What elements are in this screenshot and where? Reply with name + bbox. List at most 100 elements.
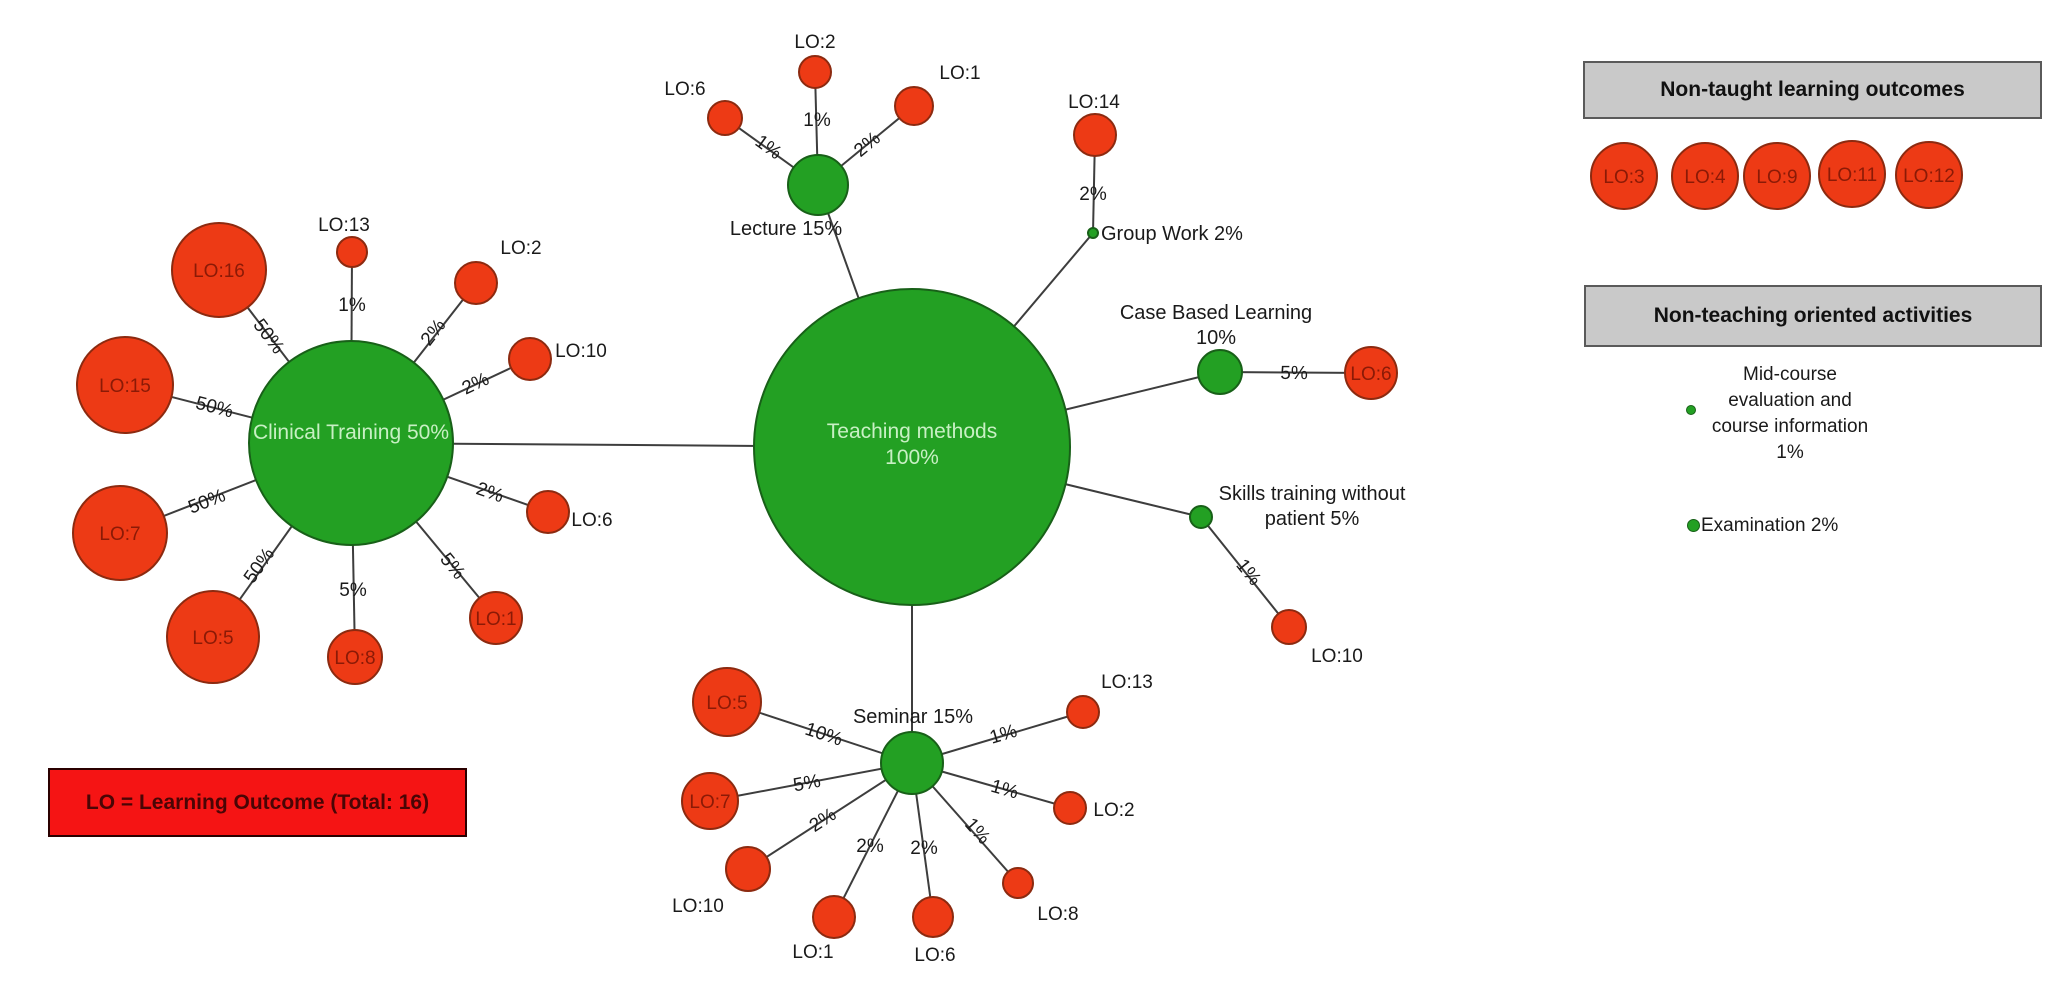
midcourse-evaluation-dot (1686, 405, 1696, 415)
node-lo1_ct (469, 591, 523, 645)
node-lo4_p (1671, 142, 1739, 210)
node-label-lo3_p: LO:3 (1603, 167, 1644, 188)
node-title-skills-1: patient 5% (1265, 508, 1360, 530)
node-lo16_ct (171, 222, 267, 318)
legend-box: LO = Learning Outcome (Total: 16) (48, 768, 467, 837)
node-label-lo7_sem: LO:7 (689, 792, 730, 813)
node-lo13_ct (336, 236, 368, 268)
edge-seminar-lo7_sem (709, 762, 913, 802)
edge-label-lecture-lo6_lec: 1% (751, 131, 786, 164)
node-label-lo1_sem: LO:1 (792, 942, 833, 963)
edge-label-seminar-lo8_sem: 1% (960, 814, 994, 849)
node-title-clinical-0: Clinical Training 50% (253, 421, 449, 444)
node-label-lo15_ct: LO:15 (99, 376, 151, 397)
node-title-groupwork-0: Group Work 2% (1101, 223, 1243, 245)
edge-seminar-lo10_sem (747, 762, 913, 870)
node-label-lo12_p: LO:12 (1903, 166, 1955, 187)
edge-label-groupwork-lo14_gw: 2% (1079, 184, 1107, 205)
node-skills (1189, 505, 1213, 529)
node-lo6_lec (707, 100, 743, 136)
node-label-lo8_sem: LO:8 (1037, 904, 1078, 925)
node-lo5_sem (692, 667, 762, 737)
node-lo3_p (1590, 142, 1658, 210)
node-lo7_sem (681, 772, 739, 830)
non-teaching-activities-header: Non-teaching oriented activities (1584, 285, 2042, 347)
edge-label-clinical-lo7_ct: 50% (185, 485, 228, 518)
node-lo6_sem (912, 896, 954, 938)
node-case (1197, 349, 1243, 395)
edge-label-lecture-lo2_lec: 1% (803, 110, 831, 131)
edge-label-seminar-lo1_sem: 2% (856, 836, 884, 857)
node-lo8_ct (327, 629, 383, 685)
edge-label-clinical-lo6_ct: 2% (473, 478, 506, 507)
node-lo13_sem (1066, 695, 1100, 729)
edge-label-seminar-lo10_sem: 2% (806, 804, 841, 837)
node-title-case-1: 10% (1196, 327, 1236, 349)
legend-label: LO = Learning Outcome (Total: 16) (85, 790, 430, 814)
node-title-teaching-0: Teaching methods (827, 420, 997, 443)
edge-label-seminar-lo5_sem: 10% (802, 719, 845, 751)
node-label-lo4_p: LO:4 (1684, 167, 1726, 188)
node-lo14_gw (1073, 113, 1117, 157)
node-lo1_lec (894, 86, 934, 126)
node-label-lo9_p: LO:9 (1756, 167, 1797, 188)
node-lo6_cb (1344, 346, 1398, 400)
node-label-lo1_ct: LO:1 (475, 609, 516, 630)
edge-skills-lo10_sk (1200, 516, 1290, 628)
node-lo10_sk (1271, 609, 1307, 645)
edge-label-seminar-lo6_sem: 2% (910, 838, 938, 859)
edge-label-clinical-lo15_ct: 50% (193, 393, 235, 423)
node-lo5_ct (166, 590, 260, 684)
node-label-lo6_sem: LO:6 (914, 945, 955, 966)
node-label-lo8_ct: LO:8 (334, 648, 375, 669)
node-title-skills-0: Skills training without (1219, 483, 1406, 505)
node-lecture (787, 154, 849, 216)
node-label-lo1_lec: LO:1 (939, 63, 980, 84)
node-teaching (753, 288, 1071, 606)
edge-label-seminar-lo7_sem: 5% (792, 771, 823, 797)
node-lo15_ct (76, 336, 174, 434)
node-lo2_ct (454, 261, 498, 305)
node-label-lo14_gw: LO:14 (1068, 92, 1120, 113)
node-label-lo6_cb: LO:6 (1350, 364, 1391, 385)
edge-label-seminar-lo2_sem: 1% (988, 776, 1020, 804)
edge-label-clinical-lo2_ct: 2% (417, 315, 451, 350)
node-lo2_sem (1053, 791, 1087, 825)
node-lo7_ct (72, 485, 168, 581)
edge-label-clinical-lo8_ct: 5% (339, 580, 367, 601)
node-label-lo13_ct: LO:13 (318, 215, 370, 236)
node-label-lo6_lec: LO:6 (664, 79, 705, 100)
node-label-lo2_ct: LO:2 (500, 238, 541, 259)
node-title-teaching-1: 100% (885, 446, 939, 469)
non-taught-outcomes-header: Non-taught learning outcomes (1583, 61, 2042, 119)
node-label-lo7_ct: LO:7 (99, 524, 140, 545)
node-label-lo2_sem: LO:2 (1093, 800, 1134, 821)
node-groupwork (1087, 227, 1099, 239)
examination-label: Examination 2% (1701, 515, 1839, 536)
edge-label-clinical-lo13_ct: 1% (338, 295, 366, 316)
node-lo12_p (1895, 141, 1963, 209)
node-title-case-0: Case Based Learning (1120, 302, 1312, 324)
node-label-lo5_ct: LO:5 (192, 628, 233, 649)
node-label-lo2_lec: LO:2 (794, 32, 835, 53)
node-title-seminar-0: Seminar 15% (853, 706, 973, 728)
node-lo1_sem (812, 895, 856, 939)
node-label-lo5_sem: LO:5 (706, 693, 747, 714)
node-label-lo10_ct: LO:10 (555, 341, 607, 362)
node-label-lo11_p: LO:11 (1827, 165, 1877, 186)
midcourse-evaluation-label: Mid-course evaluation and course informa… (1711, 364, 1869, 463)
node-seminar (880, 731, 944, 795)
node-lo2_lec (798, 55, 832, 89)
examination-dot (1687, 519, 1700, 532)
edge-label-clinical-lo10_ct: 2% (459, 369, 493, 400)
node-label-lo16_ct: LO:16 (193, 261, 245, 282)
node-clinical (248, 340, 454, 546)
node-lo10_sem (725, 846, 771, 892)
node-title-lecture-0: Lecture 15% (730, 218, 843, 240)
edge-label-seminar-lo13_sem: 1% (987, 721, 1019, 749)
node-lo8_sem (1002, 867, 1034, 899)
node-lo11_p (1818, 140, 1886, 208)
edge-label-case-lo6_cb: 5% (1280, 363, 1308, 384)
